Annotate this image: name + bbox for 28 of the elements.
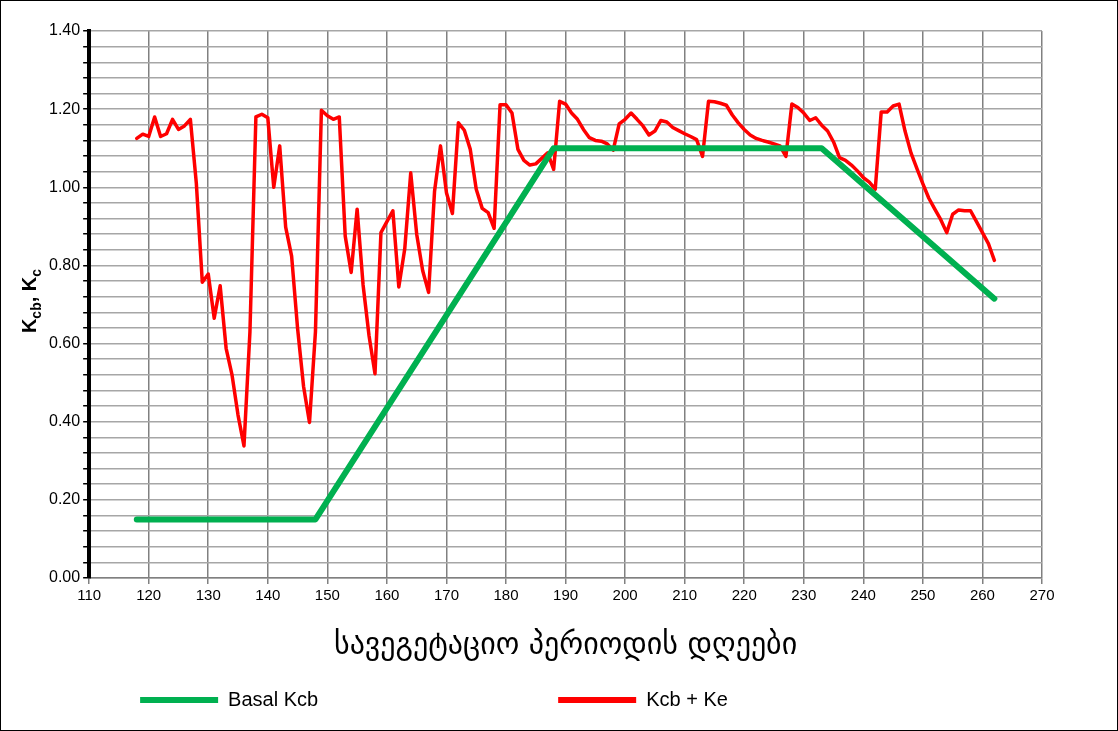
x-tick-label: 190	[553, 586, 579, 604]
x-tick-label: 240	[850, 586, 876, 604]
x-tick-label: 130	[195, 586, 221, 604]
y-tick-label: 0.20	[49, 490, 81, 508]
x-tick-label: 260	[969, 586, 995, 604]
y-tick-label: 0.40	[49, 412, 81, 430]
x-tick-label: 170	[433, 586, 459, 604]
x-tick-label: 270	[1029, 586, 1055, 604]
x-tick-label: 120	[136, 586, 162, 604]
x-tick-label: 230	[791, 586, 817, 604]
x-tick-label: 210	[672, 586, 698, 604]
y-tick-label: 0.80	[49, 255, 81, 273]
x-axis-title: სავეგეტაციო პერიოდის დღეები	[333, 625, 798, 661]
x-tick-label: 200	[612, 586, 638, 604]
x-tick-label: 160	[374, 586, 400, 604]
y-tick-label: 1.00	[49, 177, 81, 195]
x-tick-label: 140	[255, 586, 281, 604]
y-tick-label: 0.00	[49, 568, 81, 586]
legend-label: Basal Kcb	[228, 687, 539, 710]
x-tick-label: 250	[910, 586, 936, 604]
x-tick-label: 220	[731, 586, 757, 604]
y-tick-label: 1.20	[49, 99, 81, 117]
y-tick-label: 0.60	[49, 333, 81, 351]
y-tick-label: 1.40	[49, 21, 81, 39]
x-tick-label: 180	[493, 586, 519, 604]
legend-label: Kcb + Ke	[646, 687, 948, 710]
x-tick-label: 110	[77, 586, 102, 604]
x-tick-label: 150	[314, 586, 340, 604]
